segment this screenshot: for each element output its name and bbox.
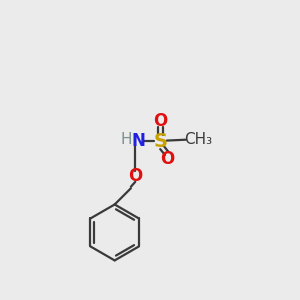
Text: O: O	[128, 167, 142, 185]
Text: H: H	[120, 133, 132, 148]
Text: O: O	[153, 112, 167, 130]
Text: O: O	[160, 150, 174, 168]
Text: N: N	[131, 132, 145, 150]
Text: S: S	[153, 132, 167, 151]
Text: CH₃: CH₃	[184, 132, 213, 147]
